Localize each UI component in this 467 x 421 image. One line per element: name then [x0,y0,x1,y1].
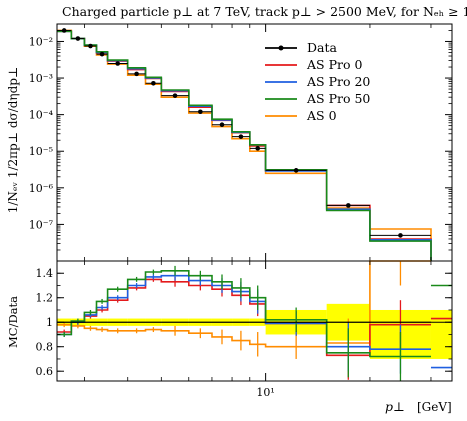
legend-label: AS Pro 50 [306,91,370,106]
legend-label: Data [307,40,337,55]
main-plot-panel: 10⁻² 10⁻³ 10⁻⁴ 10⁻⁵ 10⁻⁶ 10⁻⁷ [29,23,453,262]
x-axis-unit: [GeV] [417,400,452,414]
data-point [61,28,67,33]
data-point [238,134,244,139]
main-y-tick-label: 10⁻⁷ [29,218,54,231]
data-point [115,61,120,66]
ratio-y-tick-label: 0.6 [36,365,54,378]
legend: Data AS Pro 0 AS Pro 20 AS Pro 50 AS 0 [265,40,370,123]
ratio-y-axis-label: MC/Data [6,296,20,348]
data-point [398,233,403,238]
ratio-frame [56,260,453,382]
ratio-line-as-0 [57,260,431,348]
series-line-as-pro-50 [57,30,432,261]
series-line-as-pro-0 [57,30,432,261]
series-line-as-pro-20 [57,30,432,261]
chart-title: Charged particle p⊥ at 7 TeV, track p⊥ >… [62,4,467,19]
data-point [99,51,105,57]
main-y-axis-label: 1/Nₑᵥ 1/2πp⊥ dσ/dηdp⊥ [6,67,20,214]
main-y-tick-label: 10⁻² [29,35,53,48]
data-point [293,168,299,173]
legend-label: AS 0 [306,108,337,123]
legend-label: AS Pro 20 [306,74,370,89]
data-point [198,109,203,115]
ratio-plot-panel: 0.6 0.8 1 1.2 1.4 10¹ [36,260,453,399]
main-y-tick-label: 10⁻⁴ [29,109,54,122]
ratio-y-tick-label: 1.4 [36,267,54,280]
data-point [219,122,225,128]
ratio-y-tick-label: 0.8 [36,341,54,354]
ratio-y-tick-label: 1.2 [36,292,54,305]
series-line-as-0 [57,29,432,261]
ratio-y-tick-label: 1 [46,316,53,329]
data-point [255,146,261,151]
data-point [151,80,156,86]
data-point [88,43,93,49]
main-y-tick-label: 10⁻⁵ [29,145,53,158]
x-axis-label: p⊥ [385,399,405,414]
main-y-tick-label: 10⁻³ [29,72,53,85]
legend-label: AS Pro 0 [306,57,362,72]
data-point [134,71,139,77]
legend-marker [278,45,284,51]
data-point [345,203,351,208]
data-point [75,36,81,41]
x-tick-label: 10¹ [256,386,274,399]
main-y-tick-label: 10⁻⁶ [29,182,54,195]
data-point [172,93,178,98]
